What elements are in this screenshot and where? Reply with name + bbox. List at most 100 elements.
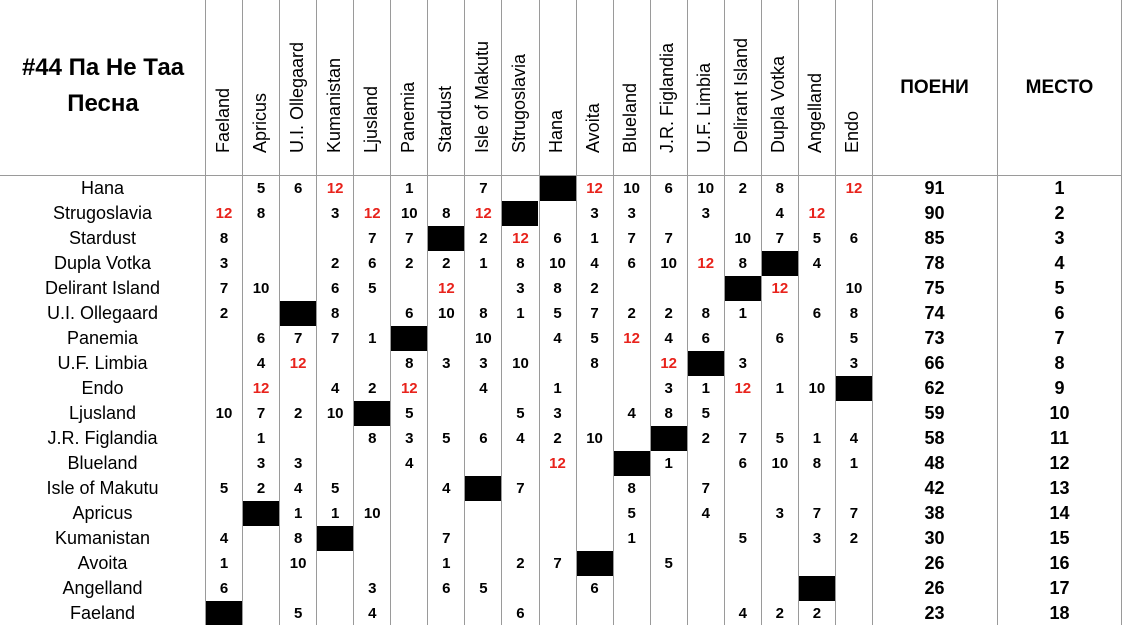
country-name: Isle of Makutu — [46, 478, 159, 498]
total-points: 48 — [924, 453, 945, 473]
vote-cell: 6 — [293, 180, 303, 197]
total-points: 66 — [924, 353, 945, 373]
vote-cell: 1 — [293, 505, 303, 522]
vote-cell: 3 — [479, 355, 488, 372]
vote-cell: 7 — [293, 330, 303, 347]
vote-cell: 6 — [479, 430, 488, 447]
vote-cell: 4 — [219, 530, 229, 547]
vote-cell: 12 — [660, 355, 678, 372]
vote-cell: 3 — [516, 280, 525, 297]
vote-cell: 2 — [738, 180, 747, 197]
vote-cell: 8 — [442, 205, 451, 222]
vote-cell: 8 — [405, 355, 414, 372]
vote-cell: 8 — [701, 305, 710, 322]
country-name: Stardust — [68, 228, 137, 248]
vote-cell: 1 — [442, 555, 451, 572]
table-title: #44 Па Не Таа Песна — [21, 54, 185, 117]
vote-cell: 3 — [331, 205, 340, 222]
self-cell — [428, 226, 465, 251]
place: 15 — [1049, 528, 1070, 548]
vote-cell: 1 — [738, 305, 747, 322]
total-points: 26 — [924, 553, 945, 573]
place: 18 — [1049, 603, 1070, 623]
column-line — [872, 0, 873, 625]
vote-cell: 3 — [368, 580, 377, 597]
self-cell — [687, 351, 724, 376]
vote-cell: 7 — [368, 230, 377, 247]
place: 2 — [1054, 203, 1065, 223]
vote-cell: 1 — [812, 430, 822, 447]
vote-cell: 2 — [553, 430, 562, 447]
vote-cell: 3 — [590, 205, 599, 222]
vote-cell: 10 — [623, 180, 640, 197]
vote-cell: 1 — [627, 530, 636, 547]
voter-header: Kumanistan — [323, 57, 344, 153]
vote-cell: 6 — [219, 580, 229, 597]
country-name: Faeland — [69, 603, 136, 623]
self-cell — [576, 551, 613, 576]
vote-cell: 4 — [775, 205, 785, 222]
vote-cell: 7 — [331, 330, 340, 347]
self-cell — [761, 251, 798, 276]
vote-cell: 5 — [701, 405, 710, 422]
vote-cell: 4 — [256, 355, 266, 372]
vote-cell: 1 — [849, 455, 859, 472]
vote-cell: 2 — [664, 305, 673, 322]
vote-cell: 10 — [400, 205, 418, 222]
self-cell — [465, 476, 502, 501]
place: 5 — [1054, 278, 1065, 298]
vote-cell: 3 — [775, 505, 785, 522]
self-cell — [539, 176, 576, 201]
vote-cell: 8 — [812, 455, 822, 472]
vote-cell: 7 — [590, 305, 599, 322]
voter-header: Delirant Island — [731, 37, 752, 153]
total-header: ПОЕНИ — [900, 76, 969, 98]
voter-header: Stardust — [434, 85, 455, 153]
vote-cell: 5 — [553, 305, 562, 322]
vote-cell: 3 — [293, 455, 303, 472]
vote-cell: 2 — [293, 405, 303, 422]
vote-cell: 10 — [697, 180, 715, 197]
vote-cell: 4 — [516, 430, 525, 447]
vote-cell: 2 — [442, 255, 451, 272]
vote-cell: 6 — [627, 255, 636, 272]
vote-cell: 7 — [479, 180, 488, 197]
self-cell — [206, 601, 243, 625]
vote-cell: 7 — [664, 230, 673, 247]
vote-cell: 7 — [701, 480, 710, 497]
total-points: 90 — [924, 203, 945, 223]
vote-cell: 8 — [256, 205, 266, 222]
vote-cell: 1 — [553, 380, 562, 397]
self-cell — [613, 451, 650, 476]
country-name: Angelland — [62, 578, 143, 598]
vote-cell: 5 — [627, 505, 636, 522]
vote-cell: 12 — [215, 205, 233, 222]
vote-cell: 8 — [219, 230, 229, 247]
total-points: 38 — [924, 503, 945, 523]
vote-cell: 7 — [849, 505, 859, 522]
vote-cell: 2 — [627, 305, 636, 322]
vote-cell: 1 — [256, 430, 266, 447]
voter-header: U.I. Ollegaard — [286, 41, 307, 153]
vote-cell: 5 — [479, 580, 488, 597]
vote-cell: 2 — [775, 605, 785, 622]
vote-cell: 3 — [256, 455, 266, 472]
place: 10 — [1049, 403, 1070, 423]
vote-cell: 8 — [553, 280, 562, 297]
vote-cell: 4 — [331, 380, 340, 397]
vote-cell: 3 — [219, 255, 229, 272]
vote-cell: 1 — [331, 505, 340, 522]
place: 4 — [1054, 253, 1065, 273]
vote-cell: 6 — [701, 330, 710, 347]
column-line — [612, 0, 614, 625]
country-name: Blueland — [67, 453, 138, 473]
voter-header: Angelland — [805, 72, 826, 153]
vote-cell: 5 — [738, 530, 747, 547]
place: 16 — [1049, 553, 1070, 573]
place: 14 — [1049, 503, 1070, 523]
place: 11 — [1049, 428, 1070, 448]
voter-header: Strugoslavia — [508, 53, 529, 153]
vote-cell: 10 — [289, 555, 307, 572]
country-name: U.I. Ollegaard — [46, 303, 159, 323]
vote-cell: 2 — [405, 255, 414, 272]
